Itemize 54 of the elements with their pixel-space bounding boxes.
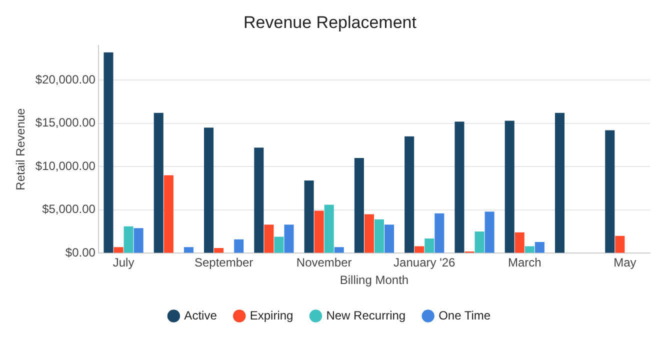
x-tick-label: September [194,256,254,270]
bar [324,204,334,253]
bar [615,236,625,253]
bar [274,236,284,253]
y-tick-label: $0.00 [65,246,96,260]
bar [254,148,264,253]
bar [234,239,244,253]
x-tick-label: January '26 [394,256,456,270]
legend-label: Active [184,308,218,322]
x-axis-title: Billing Month [340,273,409,288]
x-tick-label: May [614,256,636,270]
x-tick-label: November [296,256,352,270]
bar [384,224,394,253]
bar [534,242,544,253]
bar [314,210,324,253]
bar [404,136,414,253]
bar [424,238,434,253]
legend-label: Expiring [250,308,294,322]
bar [104,52,114,253]
y-tick-label: $15,000.00 [35,116,96,130]
chart-title: Revenue Replacement [244,12,417,32]
bar [214,248,224,253]
bar [374,219,384,253]
bar [284,224,294,253]
bar [264,224,274,253]
y-tick-label: $10,000.00 [35,158,96,173]
y-tick-label: $5,000.00 [42,202,96,216]
bar [204,128,214,253]
bar [114,247,124,253]
bar [474,232,484,253]
bar [434,213,444,253]
bar [504,120,514,253]
y-axis-title: Retail Revenue [14,108,28,190]
bar [414,246,424,253]
x-tick-label: July [112,256,134,270]
bar [484,212,494,253]
bar [354,158,364,253]
bar [554,112,565,253]
bar [364,214,374,253]
bar [514,232,524,253]
bar [454,122,464,253]
bar [184,247,194,253]
bar [134,228,144,253]
legend-label: One Time [438,308,491,322]
legend-label: New Recurring [326,308,406,322]
bar [605,130,615,253]
bar [124,226,134,253]
bar [334,247,344,253]
bar [524,246,534,253]
bar [164,175,174,253]
bar [154,112,164,253]
y-tick-label: $20,000.00 [35,72,96,86]
bar [304,180,314,253]
x-tick-label: March [508,256,542,270]
